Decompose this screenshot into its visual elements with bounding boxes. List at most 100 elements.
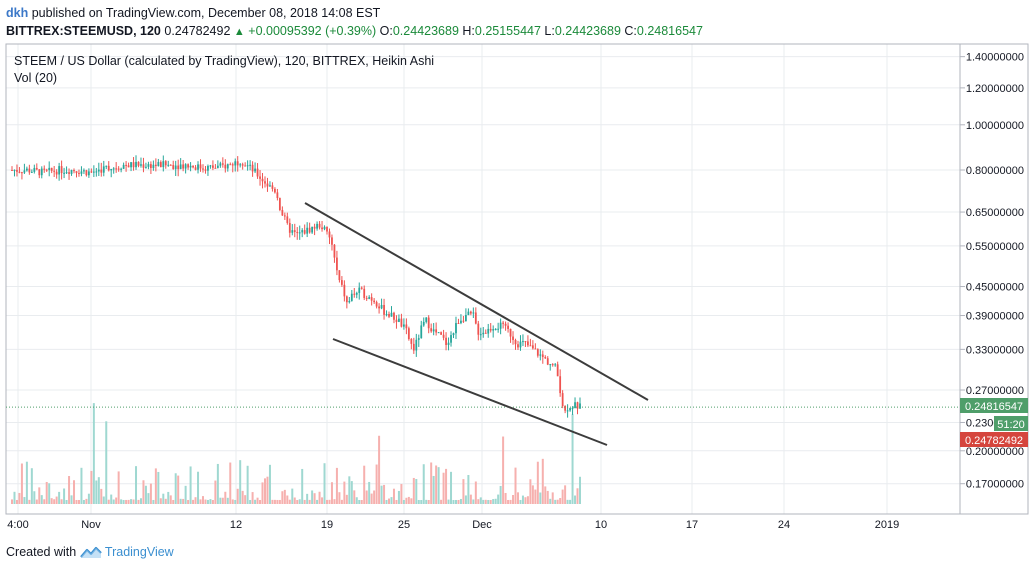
candle-body: [477, 323, 480, 335]
candle-body: [202, 168, 204, 170]
lower-trendline[interactable]: [332, 338, 608, 446]
volume-bar: [311, 490, 314, 504]
volume-bar: [326, 499, 329, 504]
candle-body: [566, 410, 569, 412]
volume-bar: [60, 499, 63, 504]
candle-body: [457, 323, 460, 325]
candle-body: [345, 296, 348, 303]
y-tick-label: 0.55000000: [966, 241, 1024, 253]
volume-bar: [544, 486, 547, 504]
candlesticks: [11, 155, 581, 418]
chart-frame: [5, 43, 1029, 515]
candle-body: [68, 172, 70, 174]
upper-trendline[interactable]: [304, 202, 649, 401]
volume-bar: [502, 436, 505, 504]
author-name[interactable]: dkh: [6, 6, 29, 20]
candle-body: [16, 169, 18, 172]
candle-body: [331, 237, 333, 245]
candle-body: [214, 167, 217, 169]
volume-bar: [263, 478, 266, 504]
candle-body: [18, 171, 21, 173]
candle-body: [286, 216, 289, 223]
candle-body: [149, 164, 152, 169]
volume-bar: [43, 499, 46, 504]
candle-body: [87, 171, 90, 176]
volume-bar: [405, 497, 408, 504]
volume-bar: [142, 480, 145, 504]
candle-body: [105, 165, 108, 167]
tradingview-brand[interactable]: TradingView: [104, 545, 174, 559]
volume-bar: [172, 499, 175, 504]
y-tick-label: 0.65000000: [966, 207, 1024, 219]
candle-body: [440, 332, 443, 335]
volume-bar: [442, 472, 445, 504]
price-axis[interactable]: 1.40000000 1.20000000 1.00000000 0.80000000…: [960, 52, 1024, 491]
candle-body: [465, 315, 467, 321]
candle-body: [147, 164, 150, 167]
volume-bar: [125, 499, 128, 504]
candle-body: [78, 172, 80, 174]
candle-body: [135, 161, 137, 168]
volume-bar: [549, 498, 552, 504]
volume-bar: [259, 500, 262, 504]
candle-body: [110, 168, 113, 171]
volume-bar: [107, 499, 110, 504]
high-label: H:: [462, 24, 475, 38]
volume-bar: [551, 492, 554, 504]
candle-body: [11, 170, 13, 171]
candle-body: [308, 227, 311, 233]
volume-bar: [546, 490, 549, 504]
alt-price-tag-text: 0.24782492: [965, 435, 1023, 447]
volume-bar: [328, 499, 331, 504]
candle-body: [199, 164, 202, 169]
volume-bar: [348, 476, 351, 504]
footer: Created with TradingView: [6, 545, 174, 559]
candle-body: [462, 320, 465, 322]
volume-bar: [167, 491, 170, 504]
volume-bar: [266, 476, 269, 504]
candle-body: [365, 297, 368, 299]
volume-bar: [127, 499, 130, 504]
volume-bar: [497, 494, 500, 504]
candle-body: [117, 168, 120, 170]
volume-bar: [293, 497, 296, 504]
candle-body: [97, 169, 100, 172]
last-price: 0.24782492: [164, 24, 231, 38]
volume-bar: [579, 476, 581, 504]
candle-body: [554, 364, 557, 366]
candle-body: [266, 183, 269, 187]
candle-body: [83, 170, 85, 172]
volume-bar: [82, 499, 85, 504]
volume-bar: [363, 465, 366, 504]
candle-body: [368, 297, 371, 299]
candle-body: [298, 232, 301, 234]
volume-bar: [566, 499, 569, 504]
volume-bar: [402, 499, 405, 504]
volume-bar: [385, 499, 388, 504]
candle-body: [142, 164, 145, 168]
open-label: O:: [379, 24, 393, 38]
tradingview-logo-icon: [79, 546, 102, 558]
candle-body: [373, 300, 376, 303]
volume-indicator-label[interactable]: Vol (20): [14, 71, 57, 85]
volume-bar: [430, 462, 433, 504]
candle-body: [95, 171, 98, 173]
volume-bar: [531, 485, 534, 504]
volume-bar: [283, 489, 286, 504]
volume-bar: [489, 499, 492, 504]
candle-body: [430, 328, 433, 332]
candle-body: [531, 345, 534, 349]
candle-body: [398, 318, 400, 322]
candle-body: [115, 168, 118, 170]
time-axis[interactable]: 4:00 Nov 12 19 25 Dec 10 17 24 2019: [7, 519, 899, 531]
volume-bar: [321, 497, 324, 504]
volume-bar: [211, 499, 214, 504]
candle-body: [276, 192, 279, 199]
volume-bar: [335, 467, 338, 504]
candle-body: [40, 168, 43, 176]
candle-body: [73, 170, 75, 172]
candle-body: [132, 162, 135, 168]
chart-title: STEEM / US Dollar (calculated by Trading…: [14, 54, 434, 68]
candle-body: [350, 293, 353, 301]
